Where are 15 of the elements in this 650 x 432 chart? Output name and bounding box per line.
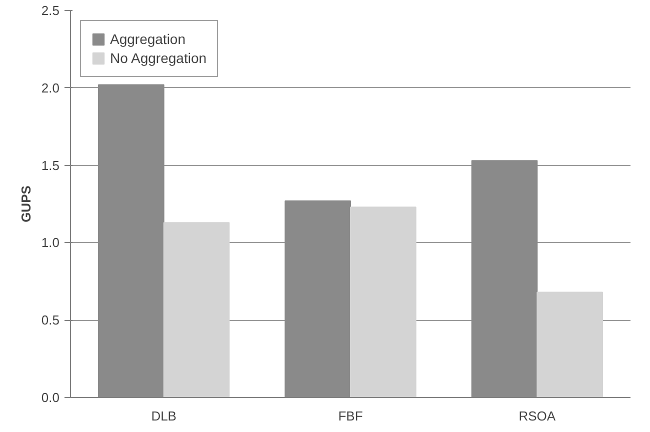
x-tick-label: RSOA bbox=[518, 408, 556, 424]
bar bbox=[163, 222, 230, 398]
y-tick-label: 2.5 bbox=[41, 3, 60, 18]
legend-label: Aggregation bbox=[110, 31, 186, 47]
y-tick-label: 2.0 bbox=[41, 80, 60, 96]
y-tick-label: 1.0 bbox=[41, 235, 60, 250]
y-axis-title: GUPS bbox=[18, 185, 34, 222]
bar bbox=[536, 292, 603, 398]
legend-label: No Aggregation bbox=[110, 50, 207, 66]
x-tick-label: FBF bbox=[338, 408, 363, 424]
y-tick-label: 0.0 bbox=[41, 390, 60, 405]
bar bbox=[350, 206, 416, 398]
x-tick-label: DLB bbox=[151, 408, 176, 424]
y-tick-label: 0.5 bbox=[41, 312, 60, 328]
y-tick-label: 1.5 bbox=[41, 158, 60, 173]
